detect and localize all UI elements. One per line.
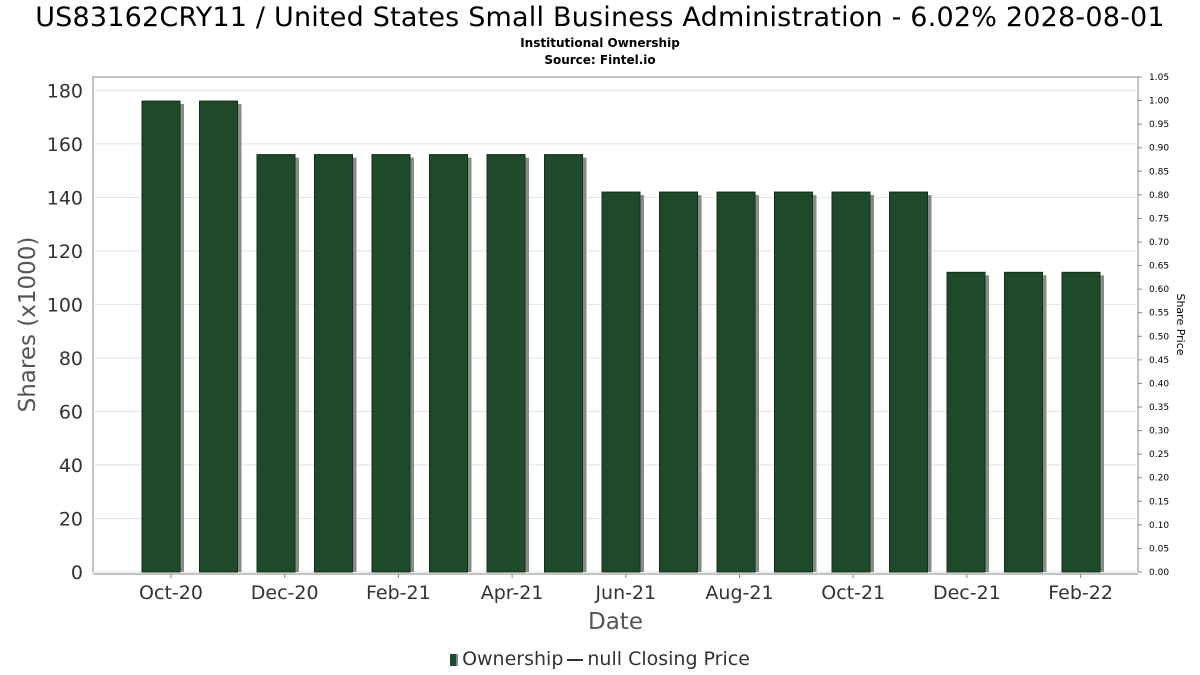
x-tick-label: Jun-21	[594, 582, 656, 604]
chart-title: US83162CRY11 / United States Small Busin…	[35, 2, 1165, 33]
y-tick-label: 140	[47, 187, 83, 209]
y2-tick-label: 0.20	[1149, 474, 1169, 484]
legend-ownership-label: Ownership	[462, 648, 564, 670]
x-tick-label: Apr-21	[481, 582, 544, 604]
bar	[141, 100, 181, 573]
bar	[774, 191, 813, 573]
bar	[946, 271, 986, 573]
x-tick-label: Dec-21	[933, 582, 1001, 604]
chart-subtitle: Institutional Ownership	[520, 36, 680, 50]
y2-axis-title: Share Price	[1174, 293, 1187, 355]
bar	[601, 191, 641, 573]
y-tick-label: 180	[47, 80, 83, 102]
y-tick-label: 100	[47, 294, 83, 316]
y2-tick-label: 0.15	[1149, 497, 1169, 507]
legend-price-label: null Closing Price	[587, 648, 750, 670]
y-tick-label: 60	[59, 401, 83, 423]
price-line-icon	[567, 658, 584, 661]
bar	[831, 191, 871, 573]
ownership-swatch-icon	[450, 653, 459, 666]
y2-tick-label: 0.85	[1149, 167, 1169, 177]
y2-tick-label: 0.30	[1149, 427, 1169, 437]
x-tick-label: Feb-22	[1048, 582, 1113, 604]
y-tick-label: 0	[71, 562, 83, 584]
y-tick-label: 40	[59, 455, 83, 477]
legend: Ownership null Closing Price	[0, 648, 1200, 670]
x-tick-label: Dec-20	[251, 582, 319, 604]
y2-tick-label: 0.65	[1149, 262, 1169, 272]
x-tick-label: Oct-21	[821, 582, 885, 604]
bar	[256, 154, 296, 573]
y2-tick-label: 0.95	[1149, 120, 1169, 130]
bar	[314, 154, 353, 573]
bar	[486, 154, 526, 573]
y2-tick-label: 0.40	[1149, 379, 1169, 389]
x-tick-label: Oct-20	[139, 582, 203, 604]
y2-tick-label: 0.05	[1149, 544, 1169, 554]
y2-tick-label: 0.60	[1149, 285, 1169, 295]
y2-tick-label: 0.90	[1149, 144, 1169, 154]
y-tick-label: 120	[47, 241, 83, 263]
x-tick-label: Feb-21	[366, 582, 431, 604]
y2-tick-label: 1.00	[1149, 97, 1169, 107]
y2-tick-label: 1.05	[1149, 73, 1169, 83]
bar	[199, 100, 238, 573]
y2-tick-label: 0.75	[1149, 214, 1169, 224]
chart-source: Source: Fintel.io	[544, 53, 656, 67]
y-axis-title: Shares (x1000)	[15, 237, 41, 413]
bar	[1004, 271, 1043, 573]
y2-tick-label: 0.35	[1149, 403, 1169, 413]
y2-tick-label: 0.45	[1149, 356, 1169, 366]
y-tick-label: 20	[59, 508, 83, 530]
bar	[429, 154, 468, 573]
bar	[544, 154, 583, 573]
y2-tick-label: 0.70	[1149, 238, 1169, 248]
y-tick-label: 80	[59, 348, 83, 370]
y-tick-label: 160	[47, 134, 83, 156]
y2-tick-label: 0.25	[1149, 450, 1169, 460]
bar	[659, 191, 698, 573]
y2-tick-label: 0.80	[1149, 191, 1169, 201]
y2-tick-label: 0.10	[1149, 521, 1169, 531]
y2-tick-label: 0.55	[1149, 309, 1169, 319]
x-tick-label: Aug-21	[705, 582, 773, 604]
y2-tick-label: 0.00	[1149, 568, 1169, 578]
bar	[371, 154, 411, 573]
x-axis-title: Date	[588, 609, 643, 635]
y2-tick-label: 0.50	[1149, 332, 1169, 342]
bar	[1061, 271, 1101, 573]
bar	[716, 191, 756, 573]
bar	[889, 191, 928, 573]
